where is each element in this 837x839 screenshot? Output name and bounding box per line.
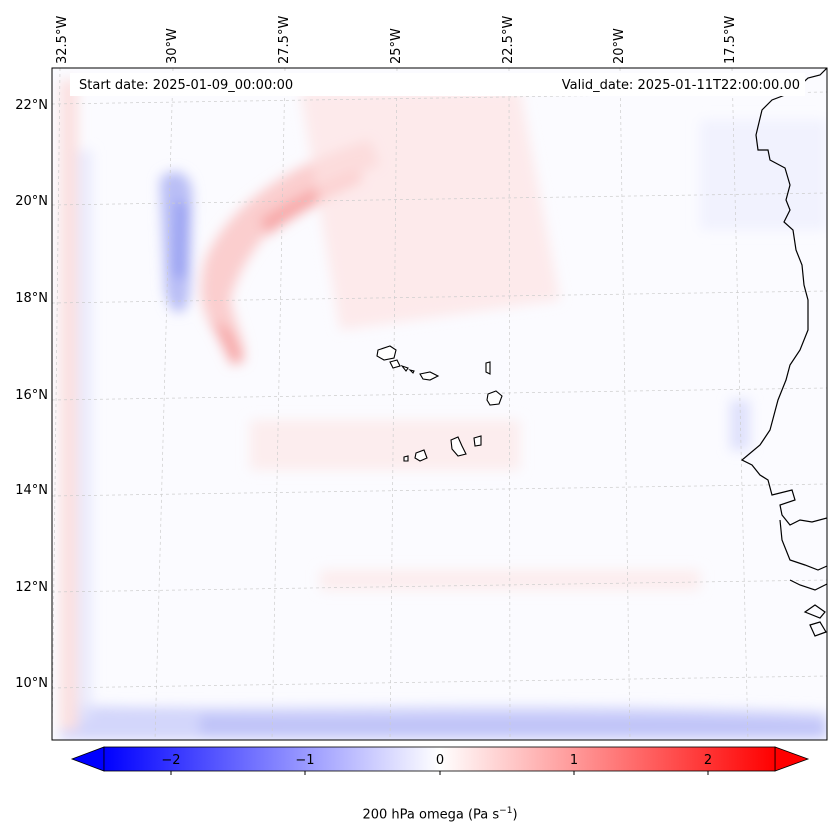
colorbar-tick-2: 2: [703, 753, 713, 768]
map-frame: [51, 67, 828, 741]
colorbar: [70, 746, 810, 775]
lon-label-20w: 20°W: [612, 28, 627, 64]
colorbar-left-extension: [70, 746, 105, 772]
cape-verde-islands: [376, 345, 503, 462]
colorbar-tick-1: 1: [569, 753, 579, 768]
lat-label-18n: 18°N: [15, 291, 48, 306]
lat-label-16n: 16°N: [15, 388, 48, 403]
lat-label-14n: 14°N: [15, 483, 48, 498]
omega-field: [52, 68, 827, 740]
start-date-label: Start date: 2025-01-09_00:00:00: [79, 78, 294, 93]
lon-label-32-5w: 32.5°W: [55, 15, 70, 64]
lon-label-30w: 30°W: [165, 28, 180, 64]
valid-date-label: Valid_date: 2025-01-11T22:00:00.00: [561, 78, 800, 93]
lon-label-25w: 25°W: [389, 28, 404, 64]
colorbar-label: 200 hPa omega (Pa s−1): [0, 806, 837, 822]
lat-label-10n: 10°N: [15, 676, 48, 691]
lat-label-22n: 22°N: [15, 98, 48, 113]
colorbar-right-extension: [774, 746, 810, 772]
lon-label-17-5w: 17.5°W: [723, 15, 738, 64]
graticule: [52, 68, 827, 740]
colorbar-label-text: 200 hPa omega (Pa s: [362, 807, 500, 823]
colorbar-tick-neg2: −2: [161, 753, 181, 768]
colorbar-label-exponent: −1: [499, 806, 513, 816]
lat-label-20n: 20°N: [15, 194, 48, 209]
colorbar-tick-0: 0: [435, 753, 445, 768]
colorbar-tick-neg1: −1: [295, 753, 315, 768]
colorbar-label-close: ): [512, 807, 518, 823]
coastline: [740, 68, 827, 637]
lat-label-12n: 12°N: [15, 580, 48, 595]
lon-label-22-5w: 22.5°W: [501, 15, 516, 64]
lon-label-27-5w: 27.5°W: [277, 15, 292, 64]
